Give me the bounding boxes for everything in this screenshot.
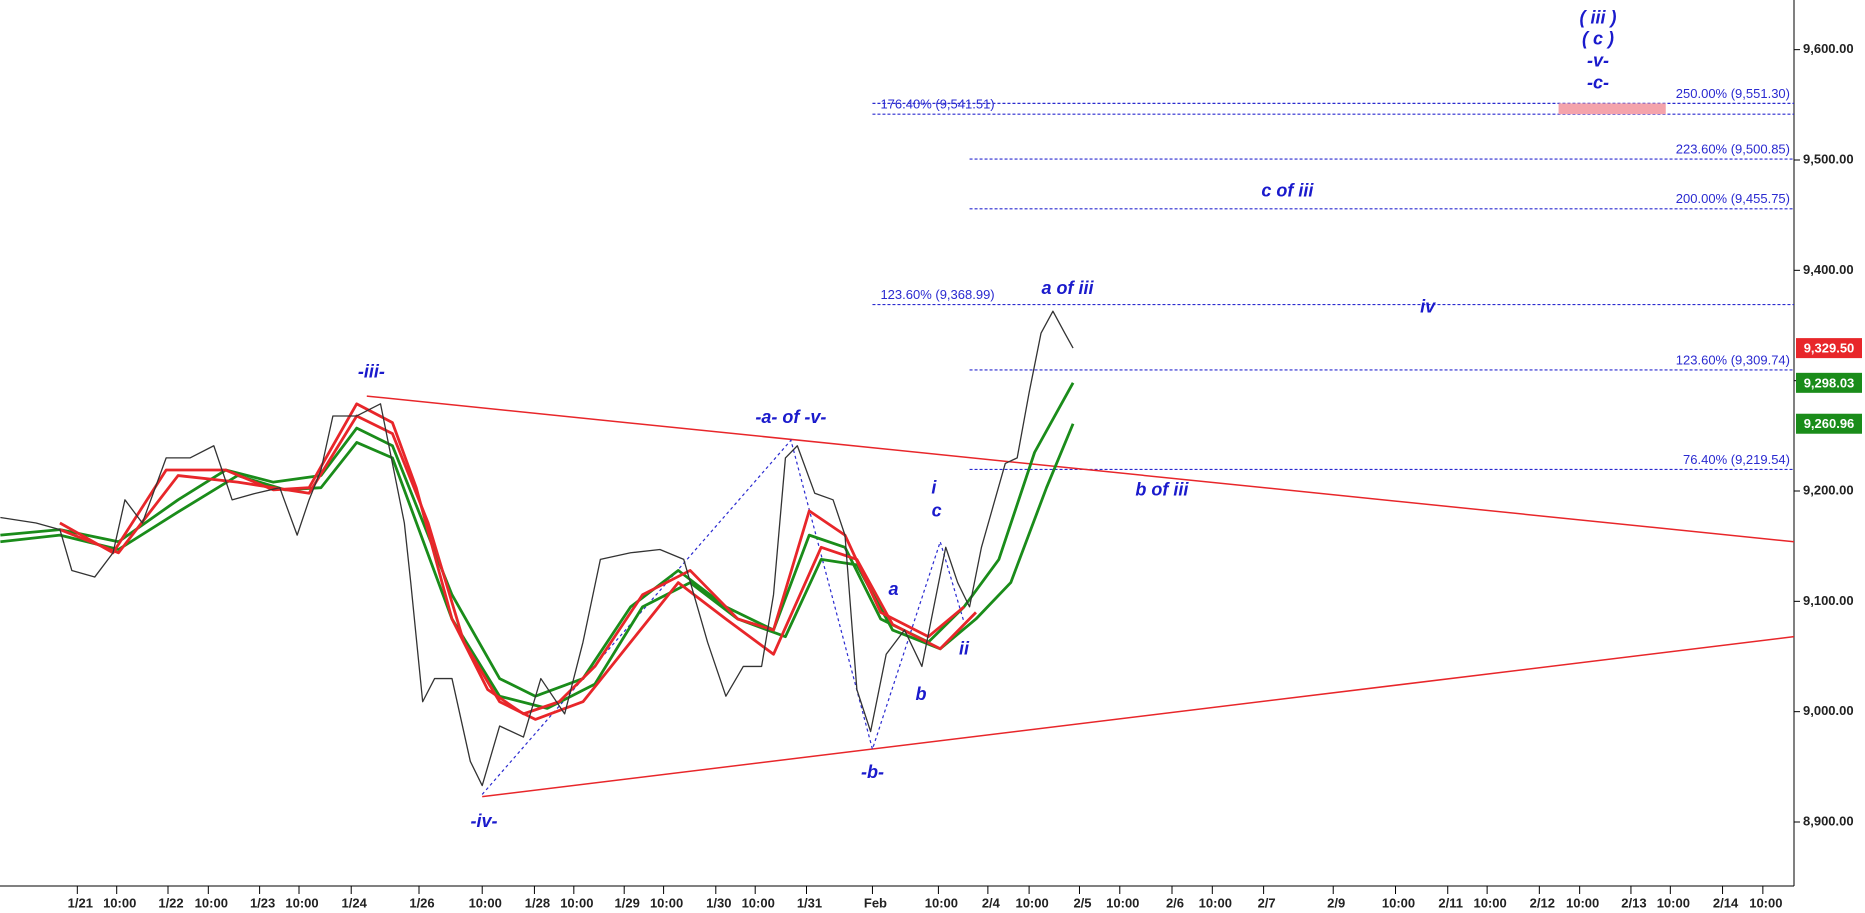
x-tick-label: 2/11	[1438, 895, 1463, 910]
x-tick-label: 1/29	[615, 895, 640, 910]
y-tick-label: 8,900.00	[1803, 813, 1854, 828]
level-label: 76.40% (9,219.54)	[1683, 452, 1790, 467]
price-tag	[1796, 338, 1862, 359]
x-tick-label: 1/21	[68, 895, 93, 910]
target-zone	[1558, 103, 1666, 115]
wave-label: a	[889, 579, 899, 599]
y-tick-label: 9,100.00	[1803, 593, 1854, 608]
x-tick-label: 1/26	[409, 895, 434, 910]
x-tick-label: 10:00	[1657, 895, 1690, 910]
y-tick-label: 9,200.00	[1803, 482, 1854, 497]
wave-label: b	[916, 684, 927, 704]
level-label: 250.00% (9,551.30)	[1676, 86, 1790, 101]
x-tick-label: Feb	[864, 895, 887, 910]
x-tick-label: 10:00	[1106, 895, 1139, 910]
x-tick-label: 2/13	[1621, 895, 1646, 910]
x-tick-label: 2/9	[1327, 895, 1345, 910]
wave-label: -iv-	[471, 811, 498, 831]
y-tick-label: 9,000.00	[1803, 703, 1854, 718]
x-tick-label: 10:00	[1473, 895, 1506, 910]
wave-label: iv	[1420, 297, 1436, 317]
x-tick-label: 10:00	[1015, 895, 1048, 910]
x-tick-label: 1/28	[525, 895, 550, 910]
wave-label: a of iii	[1042, 278, 1095, 298]
y-tick-label: 9,400.00	[1803, 262, 1854, 277]
price-tag	[1796, 413, 1862, 434]
x-tick-label: 10:00	[285, 895, 318, 910]
wave-label: ( iii )	[1579, 8, 1616, 28]
x-tick-label: 10:00	[925, 895, 958, 910]
level-label: 123.60% (9,309.74)	[1676, 352, 1790, 367]
x-tick-label: 1/31	[797, 895, 822, 910]
x-tick-label: 10:00	[103, 895, 136, 910]
wave-label: c of iii	[1261, 181, 1314, 201]
x-tick-label: 2/6	[1166, 895, 1184, 910]
x-tick-label: 10:00	[1566, 895, 1599, 910]
x-tick-label: 10:00	[195, 895, 228, 910]
wave-label: -b-	[861, 762, 884, 782]
price-tag	[1796, 372, 1862, 393]
wave-label: ( c )	[1582, 28, 1614, 48]
wave-label: c	[932, 501, 942, 521]
price-line	[0, 310, 1074, 787]
x-tick-label: 10:00	[742, 895, 775, 910]
wave-label: -c-	[1587, 73, 1609, 93]
wave-label: -a- of -v-	[755, 407, 826, 427]
price-tag-label: 9,329.50	[1804, 341, 1855, 356]
y-tick-label: 9,500.00	[1803, 151, 1854, 166]
price-tag-label: 9,260.96	[1804, 416, 1855, 431]
y-tick-label: 9,600.00	[1803, 41, 1854, 56]
x-tick-label: 2/14	[1713, 895, 1739, 910]
x-tick-label: 1/23	[250, 895, 275, 910]
level-label: 200.00% (9,455.75)	[1676, 191, 1790, 206]
wave-label: -iii-	[358, 362, 385, 382]
wave-path	[481, 438, 965, 795]
x-tick-label: 2/12	[1530, 895, 1555, 910]
x-tick-label: 10:00	[1382, 895, 1415, 910]
wave-label: i	[931, 478, 937, 498]
moving-average	[59, 402, 965, 716]
x-tick-label: 10:00	[1749, 895, 1782, 910]
x-tick-label: 2/5	[1073, 895, 1091, 910]
trendline	[482, 635, 1795, 798]
x-tick-label: 10:00	[1199, 895, 1232, 910]
wave-label: -v-	[1587, 51, 1609, 71]
x-tick-label: 1/22	[158, 895, 183, 910]
x-tick-label: 10:00	[560, 895, 593, 910]
x-tick-label: 1/24	[342, 895, 368, 910]
x-tick-label: 10:00	[650, 895, 683, 910]
trendline	[366, 395, 1795, 543]
level-label: 176.40% (9,541.51)	[880, 97, 994, 112]
wave-label: ii	[959, 639, 970, 659]
price-tag-label: 9,298.03	[1804, 375, 1855, 390]
x-tick-label: 2/4	[982, 895, 1001, 910]
x-tick-label: 2/7	[1258, 895, 1276, 910]
wave-label: b of iii	[1135, 480, 1189, 500]
level-label: 123.60% (9,368.99)	[880, 287, 994, 302]
x-tick-label: 10:00	[469, 895, 502, 910]
level-label: 223.60% (9,500.85)	[1676, 141, 1790, 156]
x-tick-label: 1/30	[706, 895, 731, 910]
